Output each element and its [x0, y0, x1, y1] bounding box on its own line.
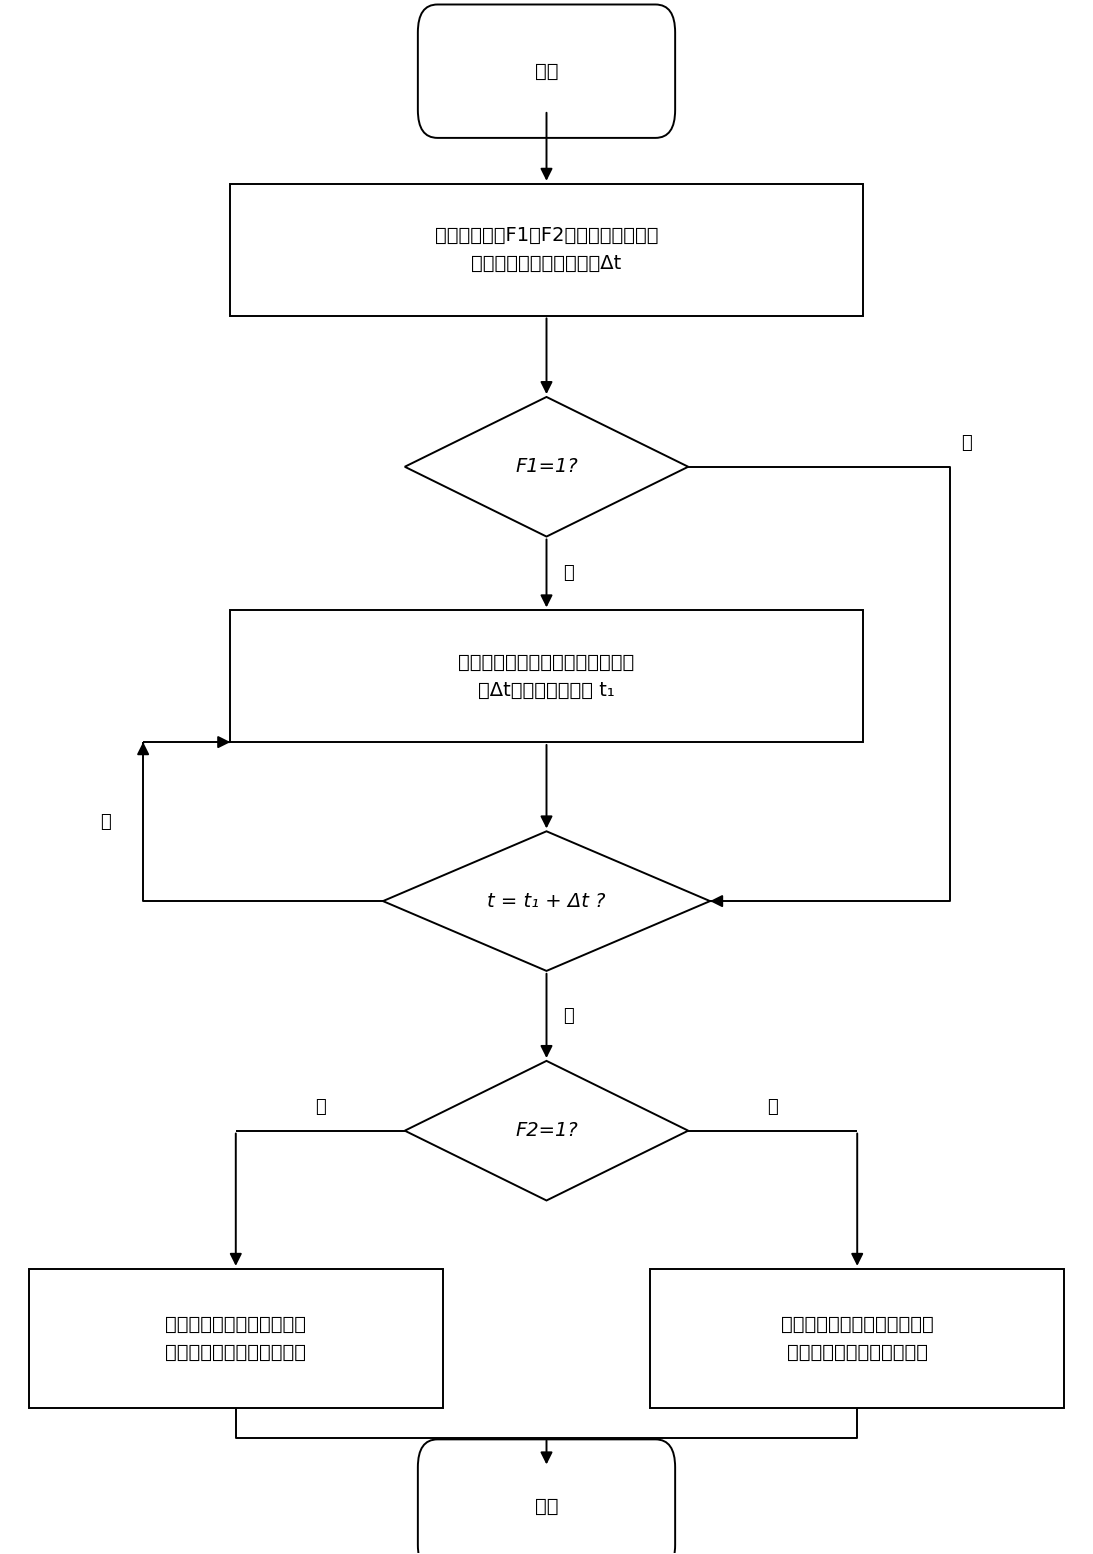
Text: t = t₁ + Δt ?: t = t₁ + Δt ?: [487, 892, 606, 911]
Text: 结束: 结束: [534, 1497, 559, 1515]
Text: 否: 否: [99, 813, 110, 830]
Bar: [28, 1268, 443, 1408]
Polygon shape: [404, 396, 689, 536]
Polygon shape: [383, 831, 710, 971]
Polygon shape: [404, 1061, 689, 1201]
Text: 否: 否: [961, 435, 972, 452]
Text: 是: 是: [563, 1007, 574, 1026]
Text: 是: 是: [315, 1099, 326, 1116]
Text: 延时保护向断路器发送跳闸指令时
间Δt，并记录此时刻 t₁: 延时保护向断路器发送跳闸指令时 间Δt，并记录此时刻 t₁: [458, 653, 635, 699]
Text: 保护继续向断路器发送跳闸指
令，断路器跳闸，隔离故障: 保护继续向断路器发送跳闸指 令，断路器跳闸，隔离故障: [780, 1315, 933, 1361]
FancyBboxPatch shape: [418, 5, 675, 138]
Text: 选择故障判据F1、F2设置保护向断路器
发送跳闸指令的延时时间Δt: 选择故障判据F1、F2设置保护向断路器 发送跳闸指令的延时时间Δt: [435, 225, 658, 274]
Text: F2=1?: F2=1?: [515, 1120, 578, 1141]
Bar: [231, 183, 862, 315]
Bar: [650, 1268, 1065, 1408]
Text: F1=1?: F1=1?: [515, 457, 578, 476]
Text: 是: 是: [563, 564, 574, 583]
Bar: [231, 611, 862, 743]
Text: 保护不向断路器发送跳闸指
令，线路逐渐恢复正常运行: 保护不向断路器发送跳闸指 令，线路逐渐恢复正常运行: [165, 1315, 306, 1361]
Text: 开始: 开始: [534, 62, 559, 81]
Text: 否: 否: [767, 1099, 778, 1116]
FancyBboxPatch shape: [418, 1439, 675, 1554]
